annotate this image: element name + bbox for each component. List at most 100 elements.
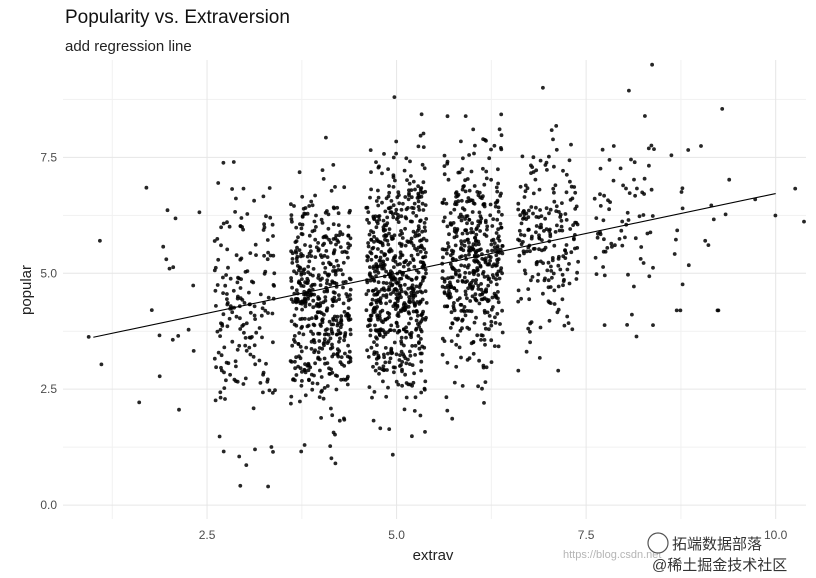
data-point — [422, 247, 427, 252]
data-point — [551, 271, 556, 276]
data-point — [463, 289, 468, 294]
data-point — [294, 306, 299, 311]
data-point — [339, 314, 344, 319]
data-point — [314, 245, 319, 250]
data-point — [602, 323, 607, 327]
data-point — [483, 380, 488, 384]
data-point — [421, 180, 426, 185]
data-point — [235, 280, 240, 285]
data-point — [149, 308, 154, 312]
data-point — [401, 352, 405, 357]
data-point — [496, 296, 500, 301]
data-point — [382, 266, 386, 271]
data-point — [396, 190, 401, 195]
data-point — [482, 182, 487, 187]
data-point — [306, 278, 310, 283]
data-point — [370, 289, 375, 293]
data-point — [485, 227, 489, 232]
data-point — [455, 279, 460, 283]
data-point — [289, 276, 293, 280]
data-point — [457, 345, 462, 350]
data-point — [386, 167, 390, 172]
data-point — [467, 188, 472, 193]
data-point — [490, 248, 494, 253]
data-point — [239, 216, 244, 220]
data-point — [176, 334, 181, 338]
data-point — [369, 301, 374, 306]
data-point — [410, 205, 414, 210]
data-point — [407, 321, 411, 326]
data-point — [535, 279, 540, 283]
data-point — [336, 328, 341, 333]
data-point — [374, 361, 379, 366]
data-point — [270, 311, 275, 316]
data-point — [387, 249, 392, 254]
data-point — [237, 454, 242, 459]
y-tick-label: 5.0 — [40, 266, 57, 280]
data-point — [387, 285, 392, 289]
data-point — [332, 265, 336, 269]
data-point — [495, 273, 500, 277]
data-point — [440, 200, 445, 205]
data-point — [313, 193, 317, 198]
data-point — [625, 323, 629, 327]
data-point — [460, 317, 465, 322]
data-point — [372, 240, 376, 244]
data-point — [445, 114, 450, 119]
data-point — [574, 277, 579, 281]
data-point — [500, 330, 505, 335]
data-point — [496, 167, 500, 172]
data-point — [240, 225, 245, 229]
data-point — [248, 336, 253, 340]
data-point — [377, 289, 381, 294]
data-point — [524, 349, 529, 354]
data-point — [225, 297, 229, 301]
data-point — [723, 212, 728, 217]
data-point — [298, 356, 303, 361]
data-point — [222, 370, 226, 375]
data-point — [390, 452, 395, 457]
data-point — [424, 217, 429, 221]
data-point — [453, 316, 458, 321]
data-point — [383, 209, 388, 214]
data-point — [400, 253, 405, 258]
data-point — [267, 388, 272, 393]
data-point — [459, 355, 463, 360]
data-point — [165, 208, 170, 213]
data-point — [424, 271, 428, 276]
data-point — [564, 172, 569, 177]
data-point — [331, 430, 336, 435]
data-point — [419, 238, 424, 243]
data-point — [393, 259, 398, 264]
data-point — [322, 253, 327, 258]
data-point — [374, 264, 379, 269]
data-point — [489, 338, 494, 343]
data-point — [290, 251, 295, 256]
data-point — [465, 231, 470, 236]
data-point — [314, 316, 318, 321]
data-point — [449, 275, 453, 280]
data-point — [403, 195, 408, 199]
data-point — [375, 268, 379, 272]
data-point — [235, 296, 240, 301]
data-point — [234, 253, 239, 258]
data-point — [487, 156, 492, 161]
data-point — [596, 231, 600, 236]
data-point — [215, 329, 220, 334]
data-point — [564, 218, 569, 222]
data-point — [298, 344, 303, 349]
data-point — [334, 387, 339, 392]
data-point — [384, 269, 388, 274]
data-point — [289, 202, 293, 207]
data-point — [463, 217, 467, 221]
data-point — [230, 187, 235, 191]
data-point — [460, 231, 465, 236]
data-point — [232, 377, 237, 382]
data-point — [620, 243, 625, 248]
data-point — [316, 350, 321, 355]
data-point — [495, 217, 500, 222]
data-point — [376, 247, 380, 251]
data-point — [448, 285, 453, 289]
data-point — [575, 270, 579, 275]
data-point — [547, 318, 552, 323]
